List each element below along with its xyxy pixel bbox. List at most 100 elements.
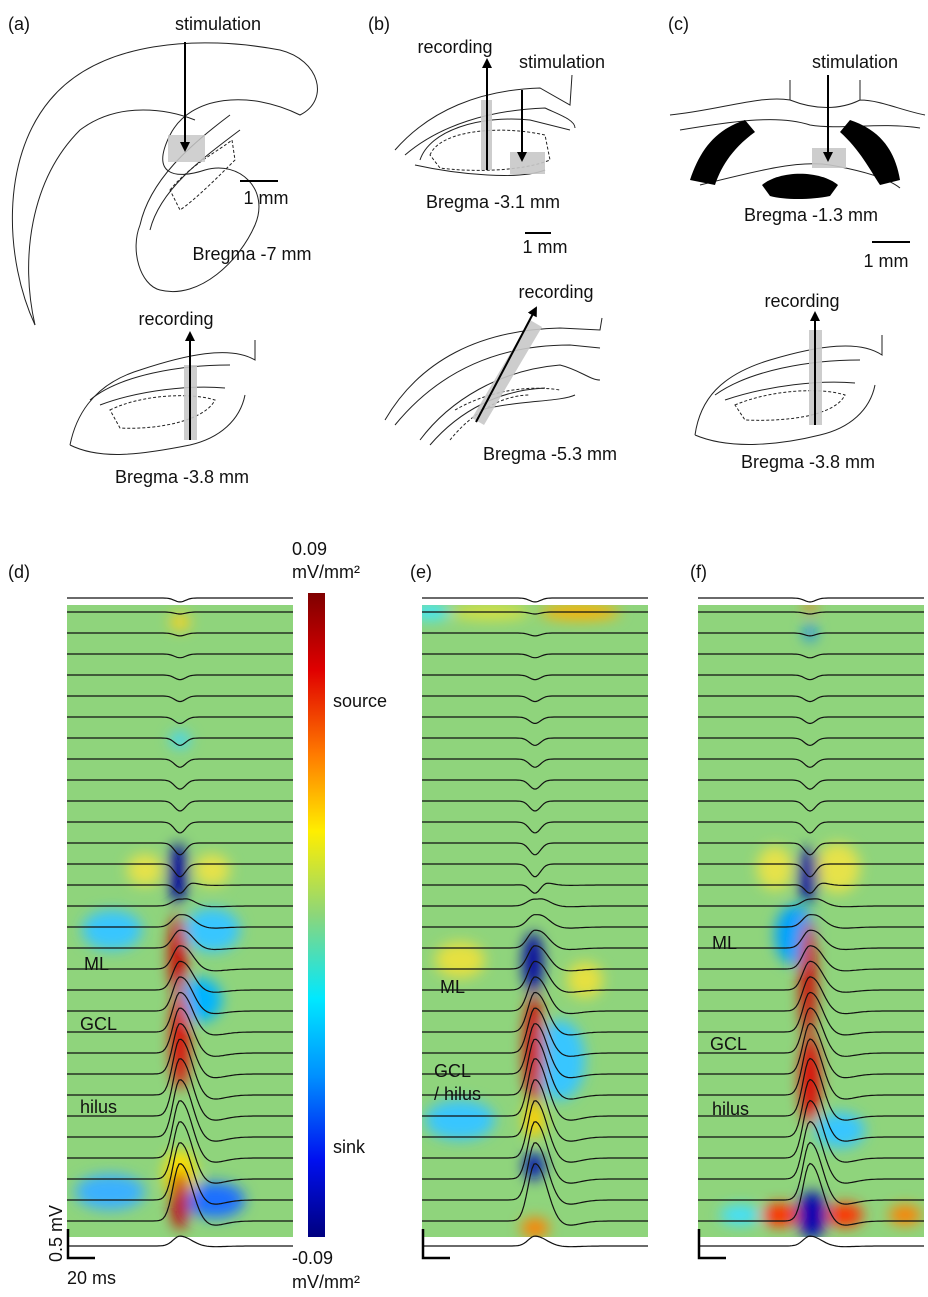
layer-label: hilus (80, 1097, 117, 1117)
trace (422, 758, 648, 768)
trace (698, 882, 924, 894)
trace (422, 1023, 648, 1079)
trace (67, 674, 293, 681)
trace (698, 1038, 924, 1100)
scale-label: 1 mm (523, 237, 568, 257)
trace (422, 914, 648, 929)
csd-blob (521, 1218, 549, 1237)
csd-blob (194, 854, 230, 886)
trace (698, 1022, 924, 1079)
bregma-label: Bregma -3.8 mm (741, 452, 875, 472)
trace (422, 716, 648, 724)
trace (422, 632, 648, 637)
trace (422, 1007, 648, 1057)
bregma-label: Bregma -7 mm (192, 244, 311, 264)
trace (67, 1079, 293, 1142)
trace (422, 1163, 648, 1226)
stim-label: stimulation (519, 52, 605, 72)
trace (698, 1007, 924, 1057)
trace (422, 821, 648, 834)
layer-label: ML (712, 933, 737, 953)
trace (698, 1120, 924, 1184)
trace (698, 945, 924, 972)
csd-blob (720, 1205, 760, 1225)
layer-label: ML (84, 954, 109, 974)
trace (698, 1235, 924, 1248)
trace (67, 779, 293, 790)
csd-map (422, 605, 648, 1237)
trace (422, 800, 648, 812)
trace (698, 991, 924, 1036)
trace (698, 898, 924, 908)
csd-blob (75, 1174, 145, 1210)
trace (67, 1235, 293, 1248)
trace (698, 758, 924, 768)
trace (422, 976, 648, 1015)
csd-blob (170, 614, 190, 630)
trace (698, 611, 924, 615)
trace (698, 716, 924, 725)
trace (698, 800, 924, 812)
trace (422, 882, 648, 894)
panel-label: (f) (690, 562, 707, 582)
trace (67, 1058, 293, 1121)
csd-blobs (75, 614, 245, 1230)
scale-v-label: 0.5 mV (46, 1205, 66, 1262)
trace (67, 929, 293, 951)
colorbar-unit: mV/mm² (292, 562, 360, 582)
scale-label: 1 mm (244, 188, 289, 208)
csd-map (698, 605, 924, 1237)
bregma-label: Bregma -3.1 mm (426, 192, 560, 212)
csd-blob (816, 843, 860, 893)
trace (698, 737, 924, 747)
trace (698, 632, 924, 637)
arrow (475, 306, 537, 423)
trace (698, 597, 924, 603)
csd-blob (800, 920, 816, 1040)
csd-blob (425, 1100, 495, 1140)
csd-blob (798, 1191, 826, 1237)
trace (67, 945, 293, 972)
csd-blob (178, 978, 222, 1022)
trace (698, 1078, 924, 1142)
csd-blob (127, 854, 163, 886)
trace (67, 758, 293, 768)
trace (698, 779, 924, 790)
panel-label: (e) (410, 562, 432, 582)
trace (67, 991, 293, 1036)
trace (67, 898, 293, 908)
trace (422, 1235, 648, 1248)
csd-blob (535, 1020, 585, 1100)
trace (422, 611, 648, 615)
bregma-label: Bregma -1.3 mm (744, 205, 878, 225)
trace (422, 695, 648, 703)
csd-blob (524, 1152, 544, 1180)
csd-blob (185, 1182, 245, 1218)
rec-site (472, 320, 542, 425)
trace (67, 914, 293, 929)
panel-label: (d) (8, 562, 30, 582)
scale-label: 1 mm (864, 251, 909, 271)
trace (422, 1121, 648, 1184)
colorbar (308, 593, 325, 1237)
layer-label: GCL (710, 1034, 747, 1054)
layer-label: GCL (80, 1014, 117, 1034)
csd-blob (815, 1112, 865, 1148)
colorbar-max: 0.09 (292, 539, 327, 559)
trace (67, 882, 293, 894)
csd-blob (762, 1203, 798, 1227)
trace (67, 695, 293, 703)
panel-label: (c) (668, 14, 689, 34)
trace (698, 1162, 924, 1226)
trace (698, 674, 924, 681)
csd-background (422, 605, 648, 1237)
trace (698, 1099, 924, 1163)
trace (67, 611, 293, 615)
csd-blob (169, 915, 187, 995)
trace (422, 1142, 648, 1205)
csd-maps (67, 597, 924, 1248)
trace (67, 800, 293, 812)
trace (422, 842, 648, 856)
trace (698, 1057, 924, 1121)
